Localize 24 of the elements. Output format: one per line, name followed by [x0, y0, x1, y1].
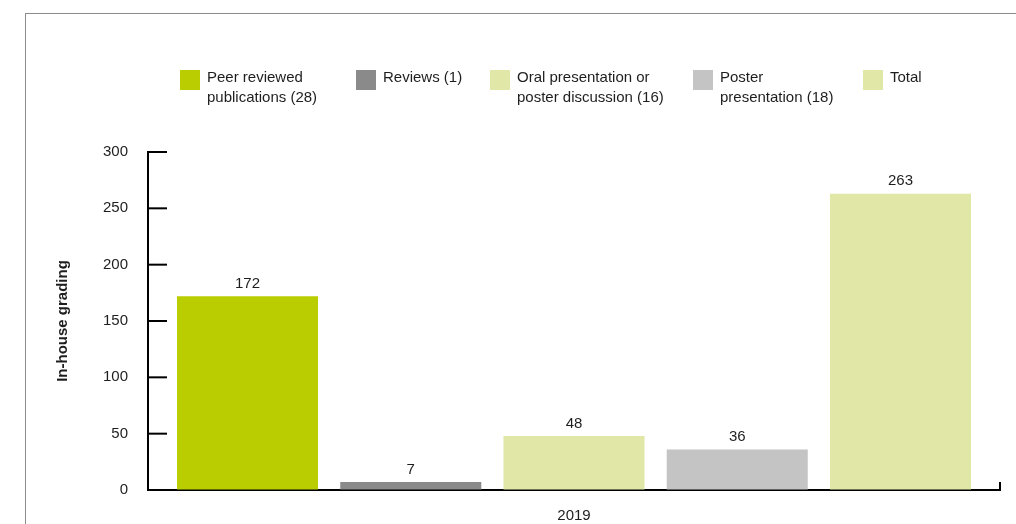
- legend-label: Poster presentation (18): [720, 67, 835, 107]
- bar: [829, 193, 972, 490]
- y-tick-label: 150: [102, 311, 128, 329]
- data-label: 36: [728, 427, 746, 445]
- y-tick-label: 200: [102, 254, 128, 272]
- bar: [340, 482, 482, 490]
- legend-label: Reviews (1): [383, 67, 464, 87]
- y-tick-label: 300: [102, 142, 128, 160]
- y-axis-title: In-house grading: [53, 260, 71, 382]
- legend-label: Peer reviewed publications (28): [207, 67, 319, 107]
- legend-label: Oral presentation or poster discussion (16): [517, 67, 665, 107]
- bar: [666, 449, 808, 490]
- data-label: 7: [406, 459, 415, 477]
- y-tick-label: 0: [119, 480, 128, 498]
- data-label: 172: [235, 273, 261, 291]
- data-label: 263: [887, 171, 913, 189]
- x-tick-label: 2019: [557, 506, 591, 524]
- y-tick-label: 50: [111, 423, 128, 441]
- y-tick-label: 100: [102, 367, 128, 385]
- bar: [176, 296, 319, 490]
- y-tick-label: 250: [102, 198, 128, 216]
- bar: [503, 435, 645, 490]
- data-label: 48: [565, 413, 583, 431]
- legend-label: Total: [890, 67, 923, 87]
